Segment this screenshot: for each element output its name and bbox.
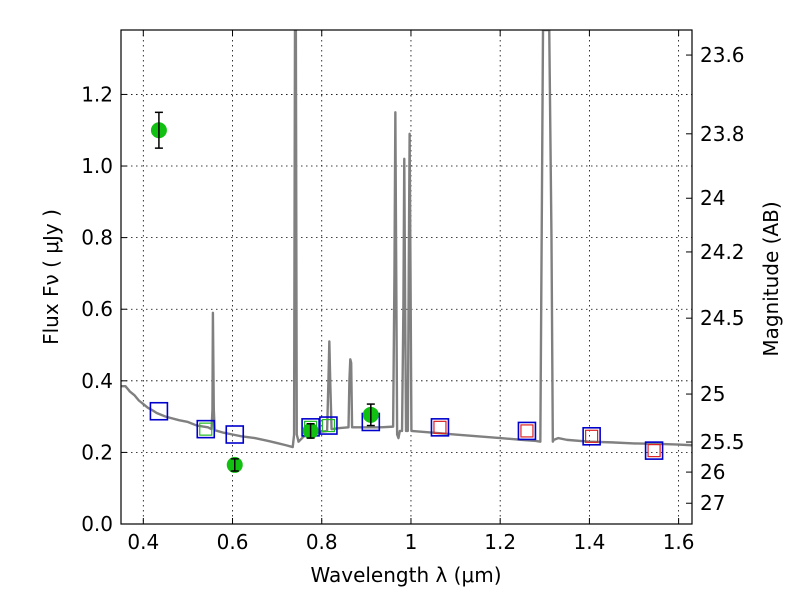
plot-frame [120, 29, 693, 525]
x-tick-label: 1.4 [573, 530, 605, 554]
x-axis-title: Wavelength λ (μm) [310, 563, 501, 587]
y2-tick-label: 25.5 [700, 430, 745, 454]
y-axis-title: Flux Fν ( μJy ) [39, 209, 63, 345]
x-tick-label: 1.6 [663, 530, 695, 554]
model-flux-inner-square [647, 444, 661, 458]
y-tick-label: 0.4 [81, 369, 113, 393]
y2-tick-label: 24 [700, 186, 725, 210]
x-axis-ticks: 0.4 0.6 0.8 1 1.2 1.4 1.6 [127, 30, 695, 554]
model-flux-square [430, 418, 450, 437]
model-flux-square [196, 419, 216, 439]
sed-model-line [121, 30, 692, 449]
y2-tick-label: 24.2 [700, 240, 745, 264]
y2-tick-label: 25 [700, 382, 725, 406]
model-flux-inner-square [520, 424, 534, 438]
model-flux-inner-square [321, 418, 336, 433]
y2-axis-title: Magnitude (AB) [759, 201, 783, 356]
y-tick-label: 1.2 [81, 82, 113, 106]
y2-tick-label: 23.6 [700, 43, 745, 67]
y-tick-label: 0.6 [81, 297, 113, 321]
y2-axis-ticks: 23.6 23.8 24 24.2 24.5 25 25.5 26 27 [686, 43, 745, 515]
model-flux-square [517, 421, 537, 441]
model-flux-inner-square [199, 422, 213, 436]
y2-tick-label: 24.5 [700, 306, 745, 330]
x-tick-label: 0.6 [217, 530, 249, 554]
y2-tick-label: 26 [700, 460, 725, 484]
model-flux-square [644, 441, 664, 460]
x-tick-label: 1 [405, 530, 418, 554]
y-axis-ticks: 0.0 0.2 0.4 0.6 0.8 1.0 1.2 [81, 82, 127, 536]
y-tick-label: 0.2 [81, 440, 113, 464]
y2-tick-label: 23.8 [700, 122, 745, 146]
y-tick-label: 1.0 [81, 154, 113, 178]
plot-area [121, 30, 692, 473]
x-tick-label: 1.2 [484, 530, 516, 554]
y-tick-label: 0.0 [81, 512, 113, 536]
x-tick-label: 0.4 [127, 530, 159, 554]
grid-layer [121, 30, 692, 525]
x-tick-label: 0.8 [306, 530, 338, 554]
model-flux-square [225, 425, 245, 444]
model-flux-inner-square [433, 420, 447, 434]
model-flux-inner-square [585, 429, 599, 443]
y-tick-label: 0.8 [81, 226, 113, 250]
model-flux-square [149, 401, 169, 421]
model-flux-square [582, 426, 601, 446]
model-flux-square [319, 416, 338, 435]
y2-tick-label: 27 [700, 491, 725, 515]
